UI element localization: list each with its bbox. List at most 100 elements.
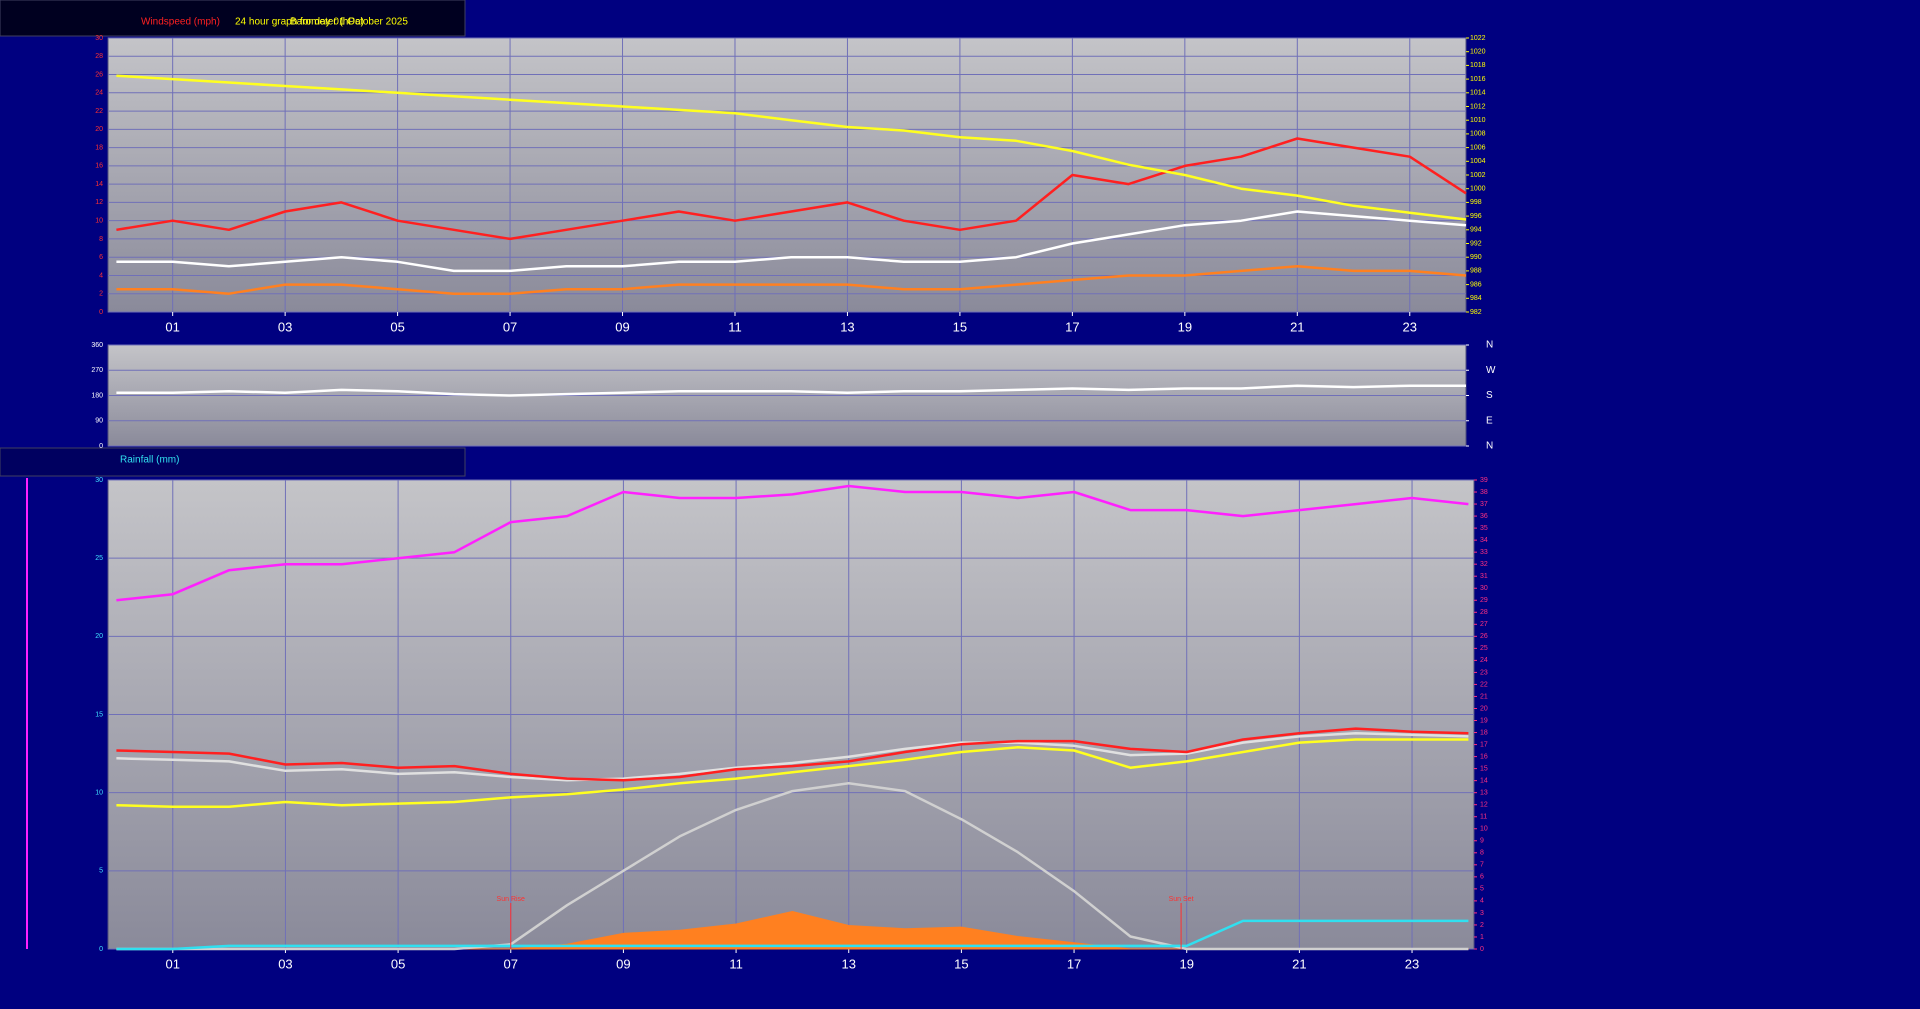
y-tick-label: 2: [99, 291, 103, 298]
annotation-label: Sun Rise: [497, 896, 526, 903]
y2-tick-label: 1014: [1470, 90, 1486, 97]
y2-tick-label: 1002: [1470, 172, 1486, 179]
y2-tick-label: 31: [1480, 573, 1488, 580]
y2-tick-label: 33: [1480, 549, 1488, 556]
x-tick-label: 11: [728, 319, 742, 334]
y2-tick-label: 13: [1480, 790, 1488, 797]
y2-tick-label: 4: [1480, 898, 1484, 905]
x-tick-label: 09: [615, 319, 629, 334]
y2-tick-label: S: [1486, 390, 1493, 401]
series-line: [116, 738, 1469, 808]
x-tick-label: 01: [166, 956, 180, 971]
y-tick-label: 28: [95, 53, 103, 60]
y2-tick-label: 1006: [1470, 144, 1486, 151]
y2-tick-label: 22: [1480, 681, 1488, 688]
y2-tick-label: 25: [1480, 645, 1488, 652]
y2-tick-label: 38: [1480, 489, 1488, 496]
y2-tick-label: N: [1486, 340, 1493, 351]
x-tick-label: 19: [1179, 956, 1193, 971]
series-line: [116, 919, 1469, 951]
y2-tick-label: 1012: [1470, 103, 1486, 110]
legend-label: Windspeed (mph): [141, 17, 220, 28]
series-line: [116, 782, 1469, 951]
y2-tick-label: 29: [1480, 597, 1488, 604]
y2-tick-label: 1000: [1470, 186, 1486, 193]
y-tick-label: 5: [99, 868, 103, 875]
y2-tick-label: 17: [1480, 741, 1488, 748]
series-line: [116, 137, 1467, 241]
y2-tick-label: 1010: [1470, 117, 1486, 124]
y2-tick-label: 11: [1480, 814, 1487, 821]
y-tick-label: 180: [91, 392, 103, 399]
y2-tick-label: 19: [1480, 717, 1488, 724]
y-tick-label: 12: [95, 199, 103, 206]
y2-tick-label: 1018: [1470, 62, 1486, 69]
y-tick-label: 30: [95, 35, 103, 42]
rain-title-box: [0, 447, 466, 477]
y-tick-label: 30: [95, 477, 103, 484]
y2-tick-label: 7: [1480, 862, 1484, 869]
y2-tick-label: 982: [1470, 309, 1482, 316]
x-tick-label: 17: [1065, 319, 1079, 334]
y2-tick-label: 0: [1480, 946, 1484, 953]
series-line: [116, 265, 1467, 295]
y2-tick-label: 15: [1480, 765, 1488, 772]
y2-tick-label: 26: [1480, 633, 1488, 640]
y-tick-label: 10: [95, 790, 103, 797]
y2-tick-label: 39: [1480, 477, 1488, 484]
x-tick-label: 01: [165, 319, 179, 334]
series-line: [116, 484, 1469, 602]
series-line: [116, 384, 1466, 397]
y2-tick-label: 996: [1470, 213, 1482, 220]
x-tick-label: 17: [1067, 956, 1081, 971]
y2-tick-label: 30: [1480, 585, 1488, 592]
y2-tick-label: 32: [1480, 561, 1488, 568]
y-tick-label: 20: [95, 126, 103, 133]
y2-tick-label: 990: [1470, 254, 1482, 261]
y-tick-label: 0: [99, 443, 103, 450]
y2-tick-label: 21: [1480, 693, 1488, 700]
y-tick-label: 360: [91, 342, 103, 349]
y2-tick-label: 6: [1480, 874, 1484, 881]
x-tick-label: 03: [278, 956, 292, 971]
x-tick-label: 15: [954, 956, 968, 971]
x-tick-label: 05: [391, 956, 405, 971]
y2-tick-label: 1022: [1470, 35, 1486, 42]
y2-tick-label: 1004: [1470, 158, 1486, 165]
y-tick-label: 14: [95, 181, 103, 188]
x-tick-label: 23: [1403, 319, 1417, 334]
x-tick-label: 07: [504, 956, 518, 971]
legend-label: Rainfall (mm): [120, 455, 179, 466]
y2-tick-label: 36: [1480, 513, 1488, 520]
y2-tick-label: N: [1486, 441, 1493, 452]
y2-tick-label: 23: [1480, 669, 1488, 676]
y-tick-label: 25: [95, 555, 103, 562]
y-tick-label: 4: [99, 272, 103, 279]
y-tick-label: 15: [95, 711, 103, 718]
y2-tick-label: 1020: [1470, 49, 1486, 56]
x-tick-label: 19: [1178, 319, 1192, 334]
y2-tick-label: 24: [1480, 657, 1488, 664]
plot-area: [107, 37, 1467, 313]
y2-tick-label: E: [1486, 415, 1493, 426]
y2-tick-label: 1016: [1470, 76, 1486, 83]
x-tick-label: 05: [390, 319, 404, 334]
y-tick-label: 26: [95, 71, 103, 78]
y2-tick-label: 16: [1480, 753, 1488, 760]
y2-tick-label: 8: [1480, 850, 1484, 857]
x-tick-label: 15: [953, 319, 967, 334]
series-line: [116, 210, 1467, 273]
series-line: [116, 74, 1467, 221]
y2-tick-label: 3: [1480, 910, 1484, 917]
series-line: [116, 732, 1469, 782]
y2-tick-label: 992: [1470, 240, 1482, 247]
y2-tick-label: 28: [1480, 609, 1488, 616]
y2-tick-label: 14: [1480, 777, 1488, 784]
y2-tick-label: 34: [1480, 537, 1488, 544]
y-tick-label: 270: [91, 367, 103, 374]
y-tick-label: 18: [95, 144, 103, 151]
y-tick-label: 24: [95, 90, 103, 97]
x-tick-label: 21: [1292, 956, 1306, 971]
y-tick-label: 0: [99, 946, 103, 953]
